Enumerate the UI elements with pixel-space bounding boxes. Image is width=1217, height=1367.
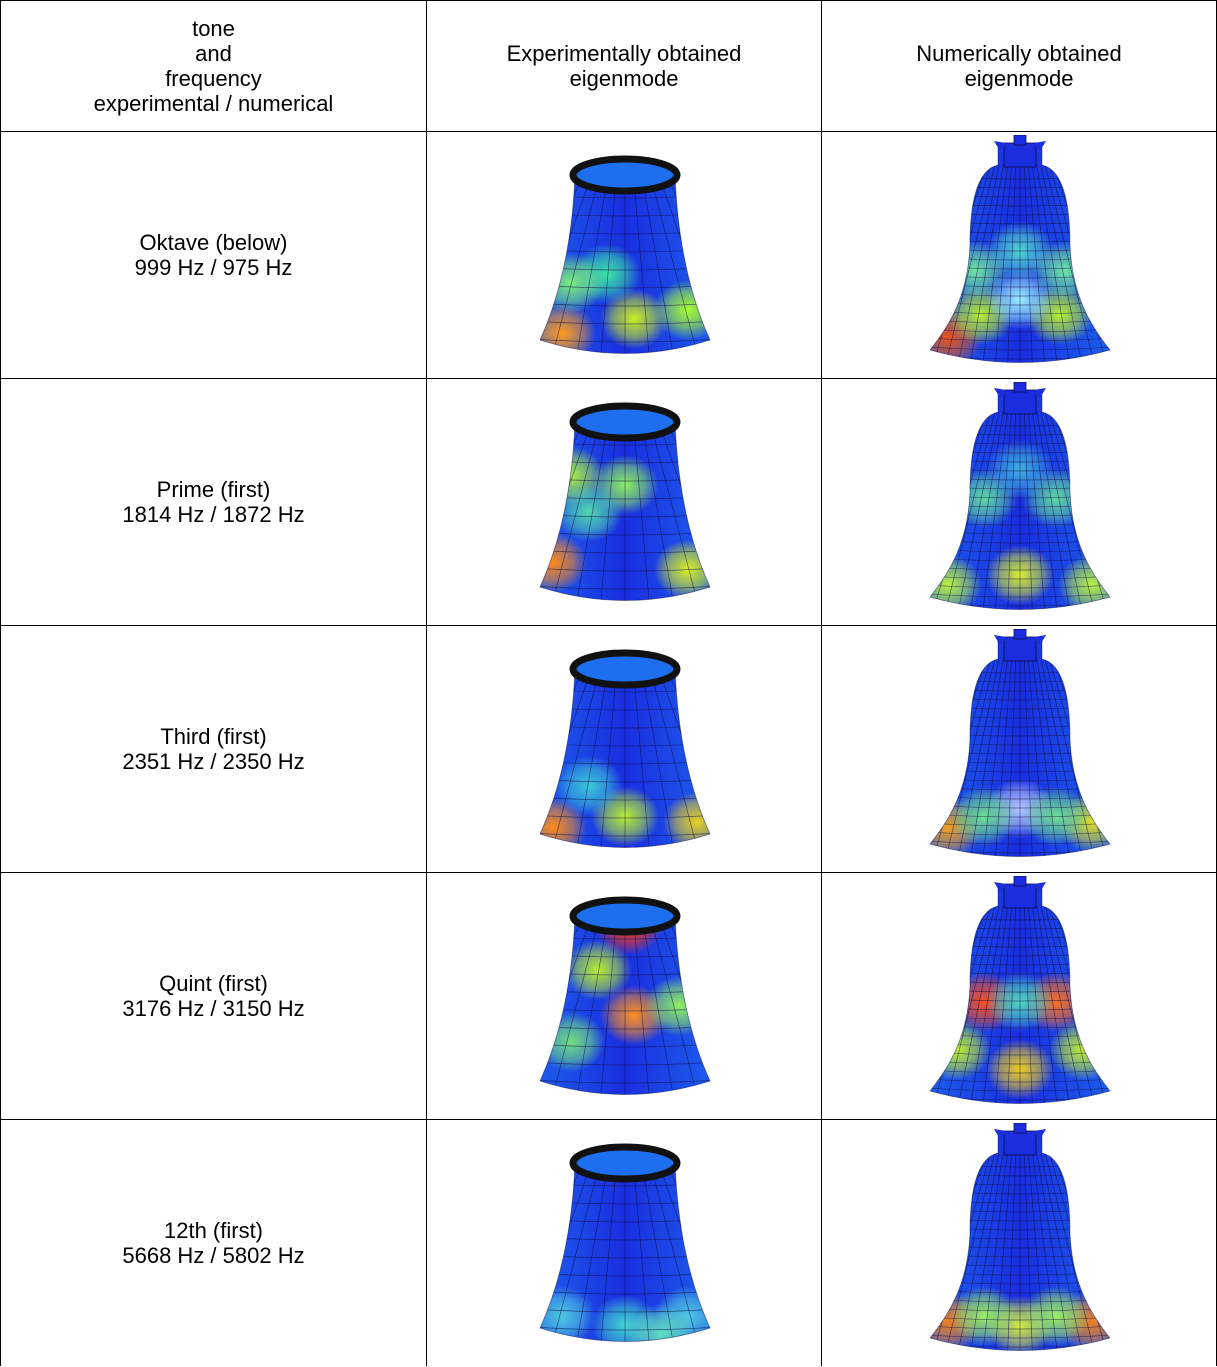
mode-row-12th: 12th (first) 5668 Hz / 5802 Hz	[0, 1119, 1217, 1366]
numerical-bell-image	[928, 1123, 1111, 1351]
tone-name: Oktave (below)	[139, 230, 288, 255]
experimental-bell-image	[538, 1143, 711, 1342]
tone-cell: Quint (first) 3176 Hz / 3150 Hz	[0, 872, 427, 1120]
numerical-mode-cell	[821, 378, 1217, 626]
tone-frequency: 5668 Hz / 5802 Hz	[122, 1243, 305, 1268]
numerical-bell-image	[928, 382, 1111, 610]
header-col2-line: eigenmode	[569, 66, 679, 91]
experimental-bell-image	[538, 155, 711, 354]
numerical-mode-cell	[821, 872, 1217, 1120]
experimental-mode-cell	[426, 1119, 822, 1366]
header-col1-line: tone	[192, 16, 235, 41]
experimental-mode-cell	[426, 378, 822, 626]
numerical-mode-cell	[821, 625, 1217, 873]
tone-name: 12th (first)	[163, 1218, 264, 1243]
tone-frequency: 999 Hz / 975 Hz	[134, 255, 293, 280]
experimental-bell-image	[538, 896, 711, 1095]
tone-cell: Prime (first) 1814 Hz / 1872 Hz	[0, 378, 427, 626]
tone-cell: Third (first) 2351 Hz / 2350 Hz	[0, 625, 427, 873]
header-numerical: Numerically obtained eigenmode	[821, 0, 1217, 132]
experimental-bell-image	[538, 402, 711, 601]
header-experimental: Experimentally obtained eigenmode	[426, 0, 822, 132]
header-row: tone and frequency experimental / numeri…	[0, 0, 1217, 132]
numerical-mode-cell	[821, 131, 1217, 379]
header-col3-line: eigenmode	[964, 66, 1074, 91]
header-col1-line: frequency	[165, 66, 262, 91]
tone-cell: Oktave (below) 999 Hz / 975 Hz	[0, 131, 427, 379]
tone-frequency: 1814 Hz / 1872 Hz	[122, 502, 305, 527]
tone-frequency: 2351 Hz / 2350 Hz	[122, 749, 305, 774]
tone-name: Quint (first)	[159, 971, 268, 996]
mode-row-third: Third (first) 2351 Hz / 2350 Hz	[0, 625, 1217, 873]
tone-cell: 12th (first) 5668 Hz / 5802 Hz	[0, 1119, 427, 1366]
tone-frequency: 3176 Hz / 3150 Hz	[122, 996, 305, 1021]
mode-row-prime: Prime (first) 1814 Hz / 1872 Hz	[0, 378, 1217, 626]
header-tone-frequency: tone and frequency experimental / numeri…	[0, 0, 427, 132]
header-col1-line: experimental / numerical	[93, 91, 334, 116]
header-col1-line: and	[195, 41, 232, 66]
mode-row-oktave: Oktave (below) 999 Hz / 975 Hz	[0, 131, 1217, 379]
header-col2-line: Experimentally obtained	[506, 41, 742, 66]
experimental-mode-cell	[426, 131, 822, 379]
mode-row-quint: Quint (first) 3176 Hz / 3150 Hz	[0, 872, 1217, 1120]
experimental-mode-cell	[426, 625, 822, 873]
numerical-bell-image	[928, 135, 1111, 363]
experimental-mode-cell	[426, 872, 822, 1120]
numerical-bell-image	[928, 876, 1111, 1104]
numerical-mode-cell	[821, 1119, 1217, 1366]
tone-name: Prime (first)	[156, 477, 271, 502]
header-col3-line: Numerically obtained	[916, 41, 1122, 66]
experimental-bell-image	[538, 649, 711, 848]
tone-name: Third (first)	[160, 724, 267, 749]
numerical-bell-image	[928, 629, 1111, 857]
